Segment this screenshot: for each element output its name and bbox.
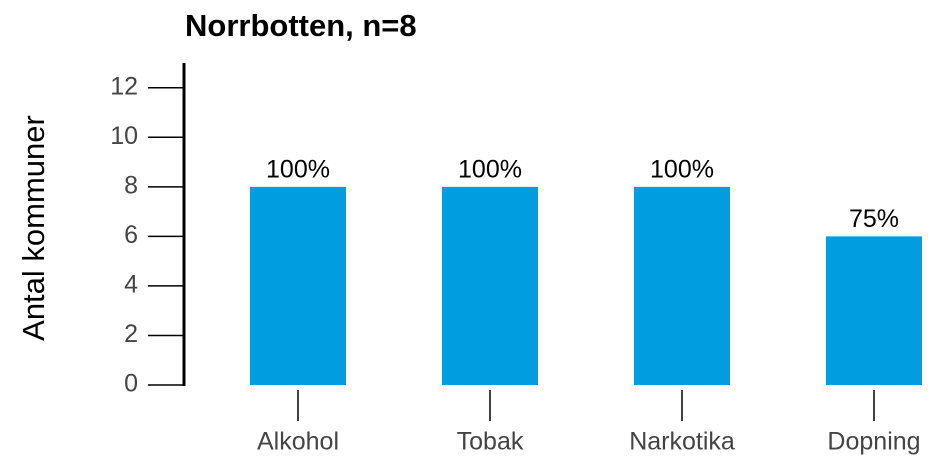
x-tick-label: Alkohol (257, 428, 339, 456)
x-tick-label: Tobak (457, 428, 524, 456)
bar (442, 186, 538, 385)
x-tick-label: Narkotika (629, 428, 735, 456)
bar (826, 236, 922, 385)
x-tick-label: Dopning (827, 428, 920, 456)
y-tick-label: 4 (124, 271, 138, 299)
y-tick-label: 10 (110, 122, 138, 150)
bar-annotation: 100% (266, 155, 330, 183)
bar-annotation: 100% (458, 155, 522, 183)
bar (250, 186, 346, 385)
bar (634, 186, 730, 385)
y-tick-label: 2 (124, 320, 138, 348)
bar-annotation: 75% (849, 205, 899, 233)
bar-annotation: 100% (650, 155, 714, 183)
y-tick-label: 0 (124, 370, 138, 398)
y-tick-label: 12 (110, 72, 138, 100)
y-tick-label: 6 (124, 221, 138, 249)
chart-title: Norrbotten, n=8 (185, 8, 417, 43)
y-tick-label: 8 (124, 171, 138, 199)
y-axis-label: Antal kommuner (16, 115, 51, 341)
